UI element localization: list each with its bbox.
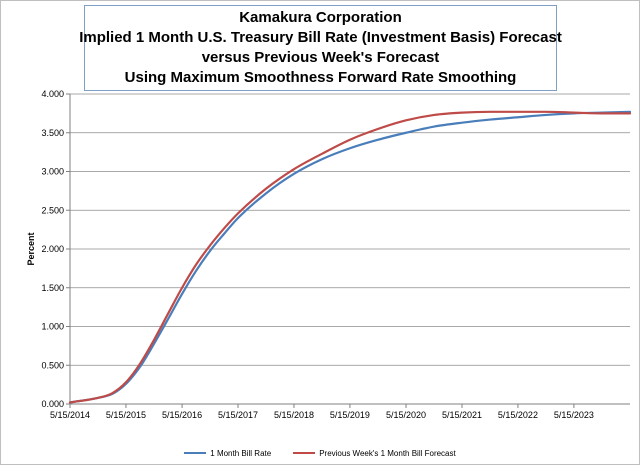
y-tick-label: 1.000 xyxy=(41,322,64,332)
x-tick-label: 5/15/2017 xyxy=(218,410,258,420)
y-tick-label: 3.500 xyxy=(41,128,64,138)
x-tick-label: 5/15/2019 xyxy=(330,410,370,420)
legend: 1 Month Bill Rate Previous Week's 1 Mont… xyxy=(0,446,640,460)
grid-lines xyxy=(70,93,630,366)
legend-item-series-2: Previous Week's 1 Month Bill Forecast xyxy=(293,449,456,458)
x-tick-label: 5/15/2021 xyxy=(442,410,482,420)
x-tick-label: 5/15/2015 xyxy=(106,410,146,420)
legend-label-series-1: 1 Month Bill Rate xyxy=(210,448,272,458)
line-chart: 0.000 0.500 1.000 1.500 2.000 2.500 3.000 3.500… xyxy=(26,89,632,420)
chart-title-line-2: Implied 1 Month U.S. Treasury Bill Rate … xyxy=(79,29,562,46)
y-axis-title: Percent xyxy=(26,232,36,265)
chart-title-line-4: Using Maximum Smoothness Forward Rate Sm… xyxy=(124,69,517,86)
x-tick-label: 5/15/2023 xyxy=(554,410,594,420)
x-tick-label: 5/15/2016 xyxy=(162,410,202,420)
x-tick-label: 5/15/2022 xyxy=(498,410,538,420)
x-tick-label: 5/15/2018 xyxy=(274,410,314,420)
y-tick-label: 0.500 xyxy=(41,360,64,370)
x-tick-label: 5/15/2020 xyxy=(386,410,426,420)
x-tick-labels: 5/15/2014 5/15/2015 5/15/2016 5/15/2017 5/15… xyxy=(50,404,594,420)
y-tick-label: 3.000 xyxy=(41,167,64,177)
x-tick-label: 5/15/2014 xyxy=(50,410,90,420)
series-line-2 xyxy=(68,110,632,404)
chart-title-box: Kamakura Corporation Implied 1 Month U.S… xyxy=(79,5,562,91)
series-line-1 xyxy=(68,110,632,404)
chart-title-line-1: Kamakura Corporation xyxy=(239,9,402,26)
y-tick-label: 1.500 xyxy=(41,283,64,293)
legend-label-series-2: Previous Week's 1 Month Bill Forecast xyxy=(319,448,456,458)
legend-swatch-series-1 xyxy=(184,452,207,454)
legend-swatch-series-2 xyxy=(293,452,316,454)
y-tick-label: 2.500 xyxy=(41,205,64,215)
y-tick-label: 2.000 xyxy=(41,244,64,254)
y-tick-label: 4.000 xyxy=(41,89,64,99)
y-tick-labels: 0.000 0.500 1.000 1.500 2.000 2.500 3.000 3.500… xyxy=(41,89,70,409)
y-tick-label: 0.000 xyxy=(41,399,64,409)
series-lines xyxy=(68,110,632,404)
chart-title-line-3: versus Previous Week's Forecast xyxy=(201,49,440,66)
legend-item-series-1: 1 Month Bill Rate xyxy=(184,449,271,458)
